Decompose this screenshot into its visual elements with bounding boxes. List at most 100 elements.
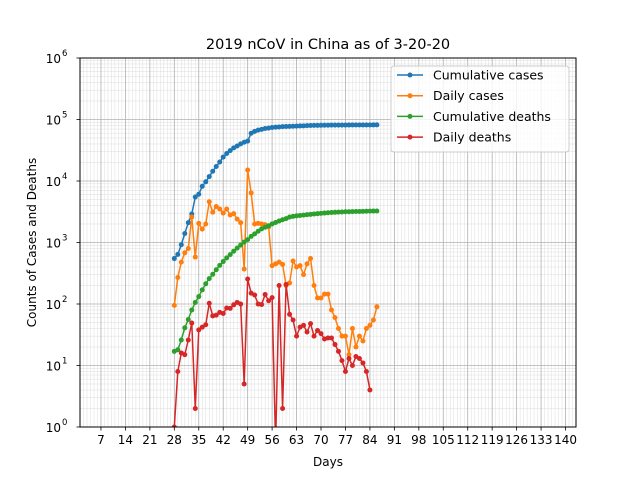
- y-tick-label: 10: [46, 114, 61, 128]
- data-point: [175, 251, 181, 257]
- data-point: [269, 295, 275, 301]
- data-point: [356, 122, 362, 128]
- data-point: [280, 405, 286, 411]
- data-point: [342, 333, 348, 339]
- data-point: [178, 259, 184, 265]
- data-point: [248, 190, 254, 196]
- legend: Cumulative cases Daily cases Cumulative de…: [390, 65, 570, 153]
- data-point: [196, 220, 202, 226]
- x-axis-title: Days: [313, 455, 343, 469]
- data-point: [171, 424, 177, 427]
- data-point: [196, 294, 202, 300]
- data-point: [325, 335, 331, 341]
- data-point: [206, 199, 212, 205]
- data-point: [353, 209, 359, 215]
- x-tick-label: 35: [191, 433, 206, 447]
- legend-entry: Cumulative deaths: [397, 109, 551, 124]
- data-point: [234, 245, 240, 251]
- data-point: [342, 209, 348, 215]
- data-point: [206, 174, 212, 180]
- legend-entry: Cumulative cases: [397, 68, 544, 83]
- data-point: [308, 122, 314, 128]
- x-tick-label: 112: [456, 433, 479, 447]
- data-point: [294, 333, 300, 339]
- legend-swatch-marker: [407, 93, 413, 99]
- data-point: [370, 317, 376, 323]
- data-point: [203, 179, 209, 185]
- data-point: [175, 368, 181, 374]
- data-point: [353, 122, 359, 128]
- data-point: [297, 263, 303, 269]
- data-point: [367, 387, 373, 393]
- data-point: [245, 237, 251, 243]
- y-tick-exponent: 1: [62, 357, 67, 367]
- data-point: [353, 344, 359, 350]
- data-point: [192, 299, 198, 305]
- data-point: [189, 214, 195, 220]
- data-point: [367, 122, 373, 128]
- data-point: [363, 208, 369, 214]
- data-point: [370, 122, 376, 128]
- data-point: [328, 122, 334, 128]
- data-point: [370, 208, 376, 214]
- x-tick-label: 119: [481, 433, 504, 447]
- data-point: [231, 302, 237, 308]
- data-point: [238, 242, 244, 248]
- data-point: [349, 209, 355, 215]
- data-point: [196, 327, 202, 333]
- x-tick-label: 49: [240, 433, 255, 447]
- data-point: [311, 282, 317, 288]
- x-tick-label: 84: [362, 433, 377, 447]
- data-point: [356, 333, 362, 339]
- x-tick-label: 63: [289, 433, 304, 447]
- x-tick-label: 7: [97, 433, 105, 447]
- data-point: [346, 355, 352, 361]
- data-point: [328, 307, 334, 313]
- data-point: [311, 122, 317, 128]
- data-point: [213, 267, 219, 273]
- data-point: [360, 338, 366, 344]
- legend-entry: Daily deaths: [397, 130, 511, 145]
- data-point: [290, 317, 296, 323]
- legend-entry: Daily cases: [397, 88, 504, 103]
- data-point: [217, 159, 223, 165]
- data-point: [227, 305, 233, 311]
- data-point: [213, 312, 219, 318]
- data-point: [349, 363, 355, 368]
- data-point: [315, 295, 321, 301]
- data-point: [252, 292, 258, 298]
- data-point: [255, 228, 261, 234]
- data-point: [171, 256, 177, 262]
- y-tick-exponent: 4: [62, 172, 67, 182]
- x-tick-label: 28: [167, 433, 182, 447]
- data-point: [356, 355, 362, 361]
- data-point: [185, 220, 191, 226]
- data-point: [231, 211, 237, 217]
- y-tick-label: 10: [46, 421, 61, 435]
- data-point: [199, 287, 205, 293]
- data-point: [308, 255, 314, 261]
- data-point: [182, 325, 188, 331]
- x-tick-label: 42: [216, 433, 231, 447]
- data-point: [346, 352, 352, 358]
- x-tick-label: 77: [338, 433, 353, 447]
- y-axis-title: Counts of Cases and Deaths: [25, 158, 39, 327]
- data-point: [210, 209, 216, 215]
- data-point: [238, 220, 244, 226]
- data-point: [171, 302, 177, 308]
- data-point: [220, 154, 226, 160]
- legend-label: Daily deaths: [433, 130, 511, 145]
- data-point: [339, 333, 345, 339]
- data-point: [245, 138, 251, 144]
- legend-box: [390, 65, 570, 153]
- x-tick-label: 126: [505, 433, 528, 447]
- data-point: [332, 315, 338, 321]
- legend-swatch-marker: [407, 72, 413, 78]
- data-point: [196, 191, 202, 197]
- data-point: [227, 252, 233, 258]
- data-point: [297, 123, 303, 129]
- data-point: [203, 221, 209, 227]
- legend-label: Cumulative deaths: [433, 109, 551, 124]
- data-point: [311, 333, 317, 339]
- data-point: [178, 337, 184, 343]
